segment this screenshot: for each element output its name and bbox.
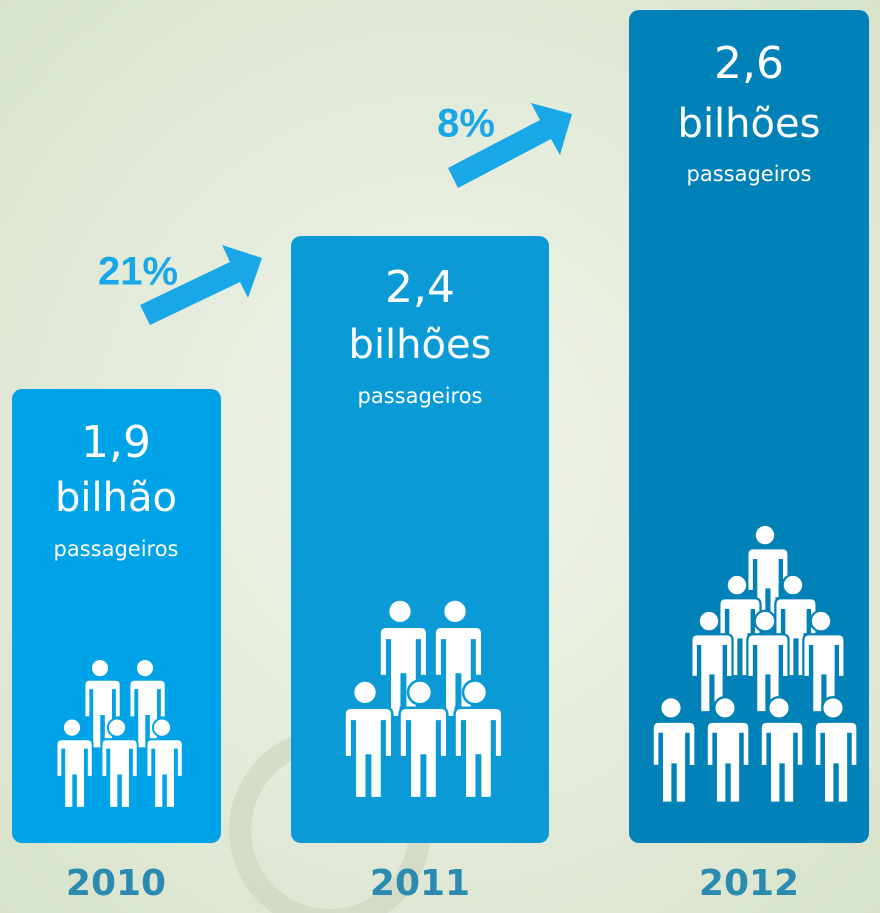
value: 1,9	[81, 417, 151, 468]
label: passageiros	[687, 162, 812, 186]
year: 2012	[699, 863, 799, 904]
growth: 21%	[98, 250, 178, 294]
unit: bilhões	[678, 101, 821, 147]
value: 2,4	[385, 262, 455, 313]
unit: bilhões	[349, 322, 492, 368]
label: passageiros	[54, 537, 179, 561]
value: 2,6	[714, 38, 784, 89]
growth: 8%	[437, 102, 495, 146]
year: 2011	[370, 863, 470, 904]
unit: bilhão	[55, 475, 177, 521]
arrow	[140, 103, 572, 325]
label: passageiros	[358, 384, 483, 408]
year: 2010	[66, 863, 166, 904]
